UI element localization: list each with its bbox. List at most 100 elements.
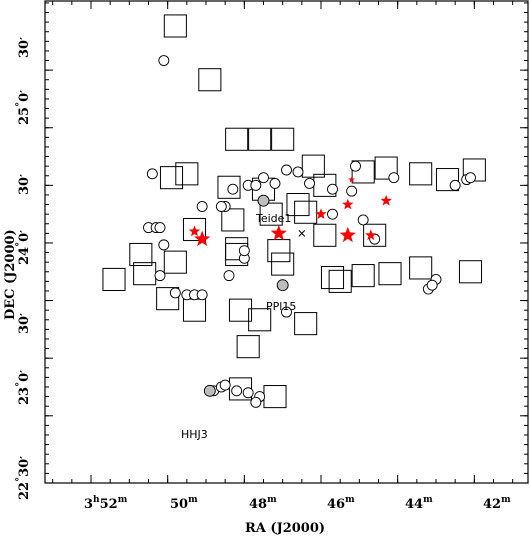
source-open-37 xyxy=(219,379,231,391)
source-open-11 xyxy=(215,201,227,212)
field-square-4 xyxy=(248,127,272,151)
source-open-9 xyxy=(449,179,461,191)
y-tick-label-25-0: 25°0′ xyxy=(15,90,32,125)
y-tick-label-24-30: 30′ xyxy=(17,174,32,195)
star-medium-3 xyxy=(380,194,392,206)
y-tick-label-25-30: 30′ xyxy=(17,37,32,58)
field-square-39 xyxy=(294,312,318,336)
field-square-36 xyxy=(182,298,207,322)
x-tick-label-50: 50m xyxy=(170,495,198,512)
source-gray-0 xyxy=(257,194,270,207)
field-square-38 xyxy=(248,308,272,332)
field-square-37 xyxy=(228,298,253,322)
source-open-0 xyxy=(158,55,170,66)
star-small-0 xyxy=(348,176,355,183)
cross-marker xyxy=(298,230,306,237)
field-square-26 xyxy=(129,242,153,267)
field-square-35 xyxy=(156,287,180,311)
source-open-40 xyxy=(242,387,254,399)
field-square-30 xyxy=(320,265,345,290)
source-open-5 xyxy=(327,183,338,195)
star-large-2 xyxy=(339,226,356,243)
field-square-15 xyxy=(435,168,460,192)
source-open-44 xyxy=(196,201,208,212)
field-square-7 xyxy=(175,162,199,186)
plot-frame xyxy=(44,0,529,484)
source-gray-2 xyxy=(203,384,216,397)
source-open-34 xyxy=(238,245,250,257)
source-open-1 xyxy=(146,168,158,180)
svg-text:30′: 30′ xyxy=(17,37,32,58)
field-square-6 xyxy=(159,166,184,190)
field-square-5 xyxy=(271,127,295,151)
field-square-27 xyxy=(163,250,187,274)
field-square-34 xyxy=(458,260,483,284)
source-open-45 xyxy=(227,183,239,195)
star-medium-1 xyxy=(342,198,354,210)
svg-text:22°30′: 22°30′ xyxy=(15,456,32,500)
svg-text:25°0′: 25°0′ xyxy=(15,90,32,125)
field-square-40 xyxy=(328,269,352,293)
svg-text:30′: 30′ xyxy=(17,313,32,334)
field-square-33 xyxy=(409,256,433,280)
x-axis-label: RA (J2000) xyxy=(245,521,325,536)
source-gray-1 xyxy=(276,279,289,292)
source-open-42 xyxy=(281,306,292,318)
field-square-19 xyxy=(259,202,283,226)
cross-mark xyxy=(298,230,306,237)
field-square-13 xyxy=(374,156,398,180)
source-open-3 xyxy=(281,164,292,176)
label-hhj3: HHJ3 xyxy=(181,428,208,441)
x-tick-label-42: 42m xyxy=(483,495,511,512)
y-tick-label-23-30: 30′ xyxy=(17,313,32,334)
source-open-27 xyxy=(154,270,166,282)
star-medium-2 xyxy=(365,229,377,241)
source-open-14 xyxy=(258,172,269,184)
source-open-8 xyxy=(465,172,476,184)
label-teide1: Teide1 xyxy=(255,212,291,225)
y-tick-label-24-0: 24°0′ xyxy=(15,230,32,265)
source-open-41 xyxy=(250,396,262,408)
source-open-2 xyxy=(269,177,281,189)
star-medium-0 xyxy=(315,208,327,219)
source-open-26 xyxy=(158,239,170,251)
field-square-8 xyxy=(217,175,241,199)
source-open-16 xyxy=(350,160,361,172)
source-open-13 xyxy=(250,179,262,191)
y-tick-labels: 22°30′ 23°0′ 30′ 24°0′ 30′ 25°0′ 30′ xyxy=(15,37,32,500)
field-square-0 xyxy=(102,267,126,291)
field-square-10 xyxy=(286,193,310,217)
field-square-21 xyxy=(182,217,207,242)
source-open-4 xyxy=(292,166,304,178)
source-open-6 xyxy=(388,172,400,184)
source-open-28 xyxy=(169,287,181,299)
sources xyxy=(143,55,476,408)
field-square-41 xyxy=(236,335,260,359)
field-square-3 xyxy=(225,127,249,151)
svg-text:24°0′: 24°0′ xyxy=(15,230,32,265)
field-square-24 xyxy=(313,223,337,247)
star-large-0 xyxy=(270,224,287,241)
x-tick-label-48: 48m xyxy=(249,495,277,512)
observed-fields xyxy=(102,14,486,409)
source-open-31 xyxy=(196,289,208,301)
svg-text:30′: 30′ xyxy=(17,174,32,195)
field-square-1 xyxy=(163,14,187,38)
y-tick-label-22-30: 22°30′ xyxy=(15,456,32,500)
y-axis-label-wrap: DEC (J2000) xyxy=(3,229,18,320)
x-tick-labels: 3h52m 50m 48m 46m 44m 42m xyxy=(84,495,511,512)
y-axis-label: DEC (J2000) xyxy=(3,229,18,320)
field-square-42 xyxy=(263,385,287,409)
axis-ticks xyxy=(45,1,528,483)
field-square-31 xyxy=(351,264,375,288)
field-square-14 xyxy=(409,162,433,186)
svg-text:23°0′: 23°0′ xyxy=(15,370,32,405)
source-open-43 xyxy=(346,185,358,197)
source-open-38 xyxy=(231,385,243,397)
source-open-15 xyxy=(304,177,315,189)
field-square-20 xyxy=(294,200,318,224)
stars xyxy=(188,176,392,246)
field-square-32 xyxy=(378,262,402,286)
source-open-22 xyxy=(426,279,438,291)
